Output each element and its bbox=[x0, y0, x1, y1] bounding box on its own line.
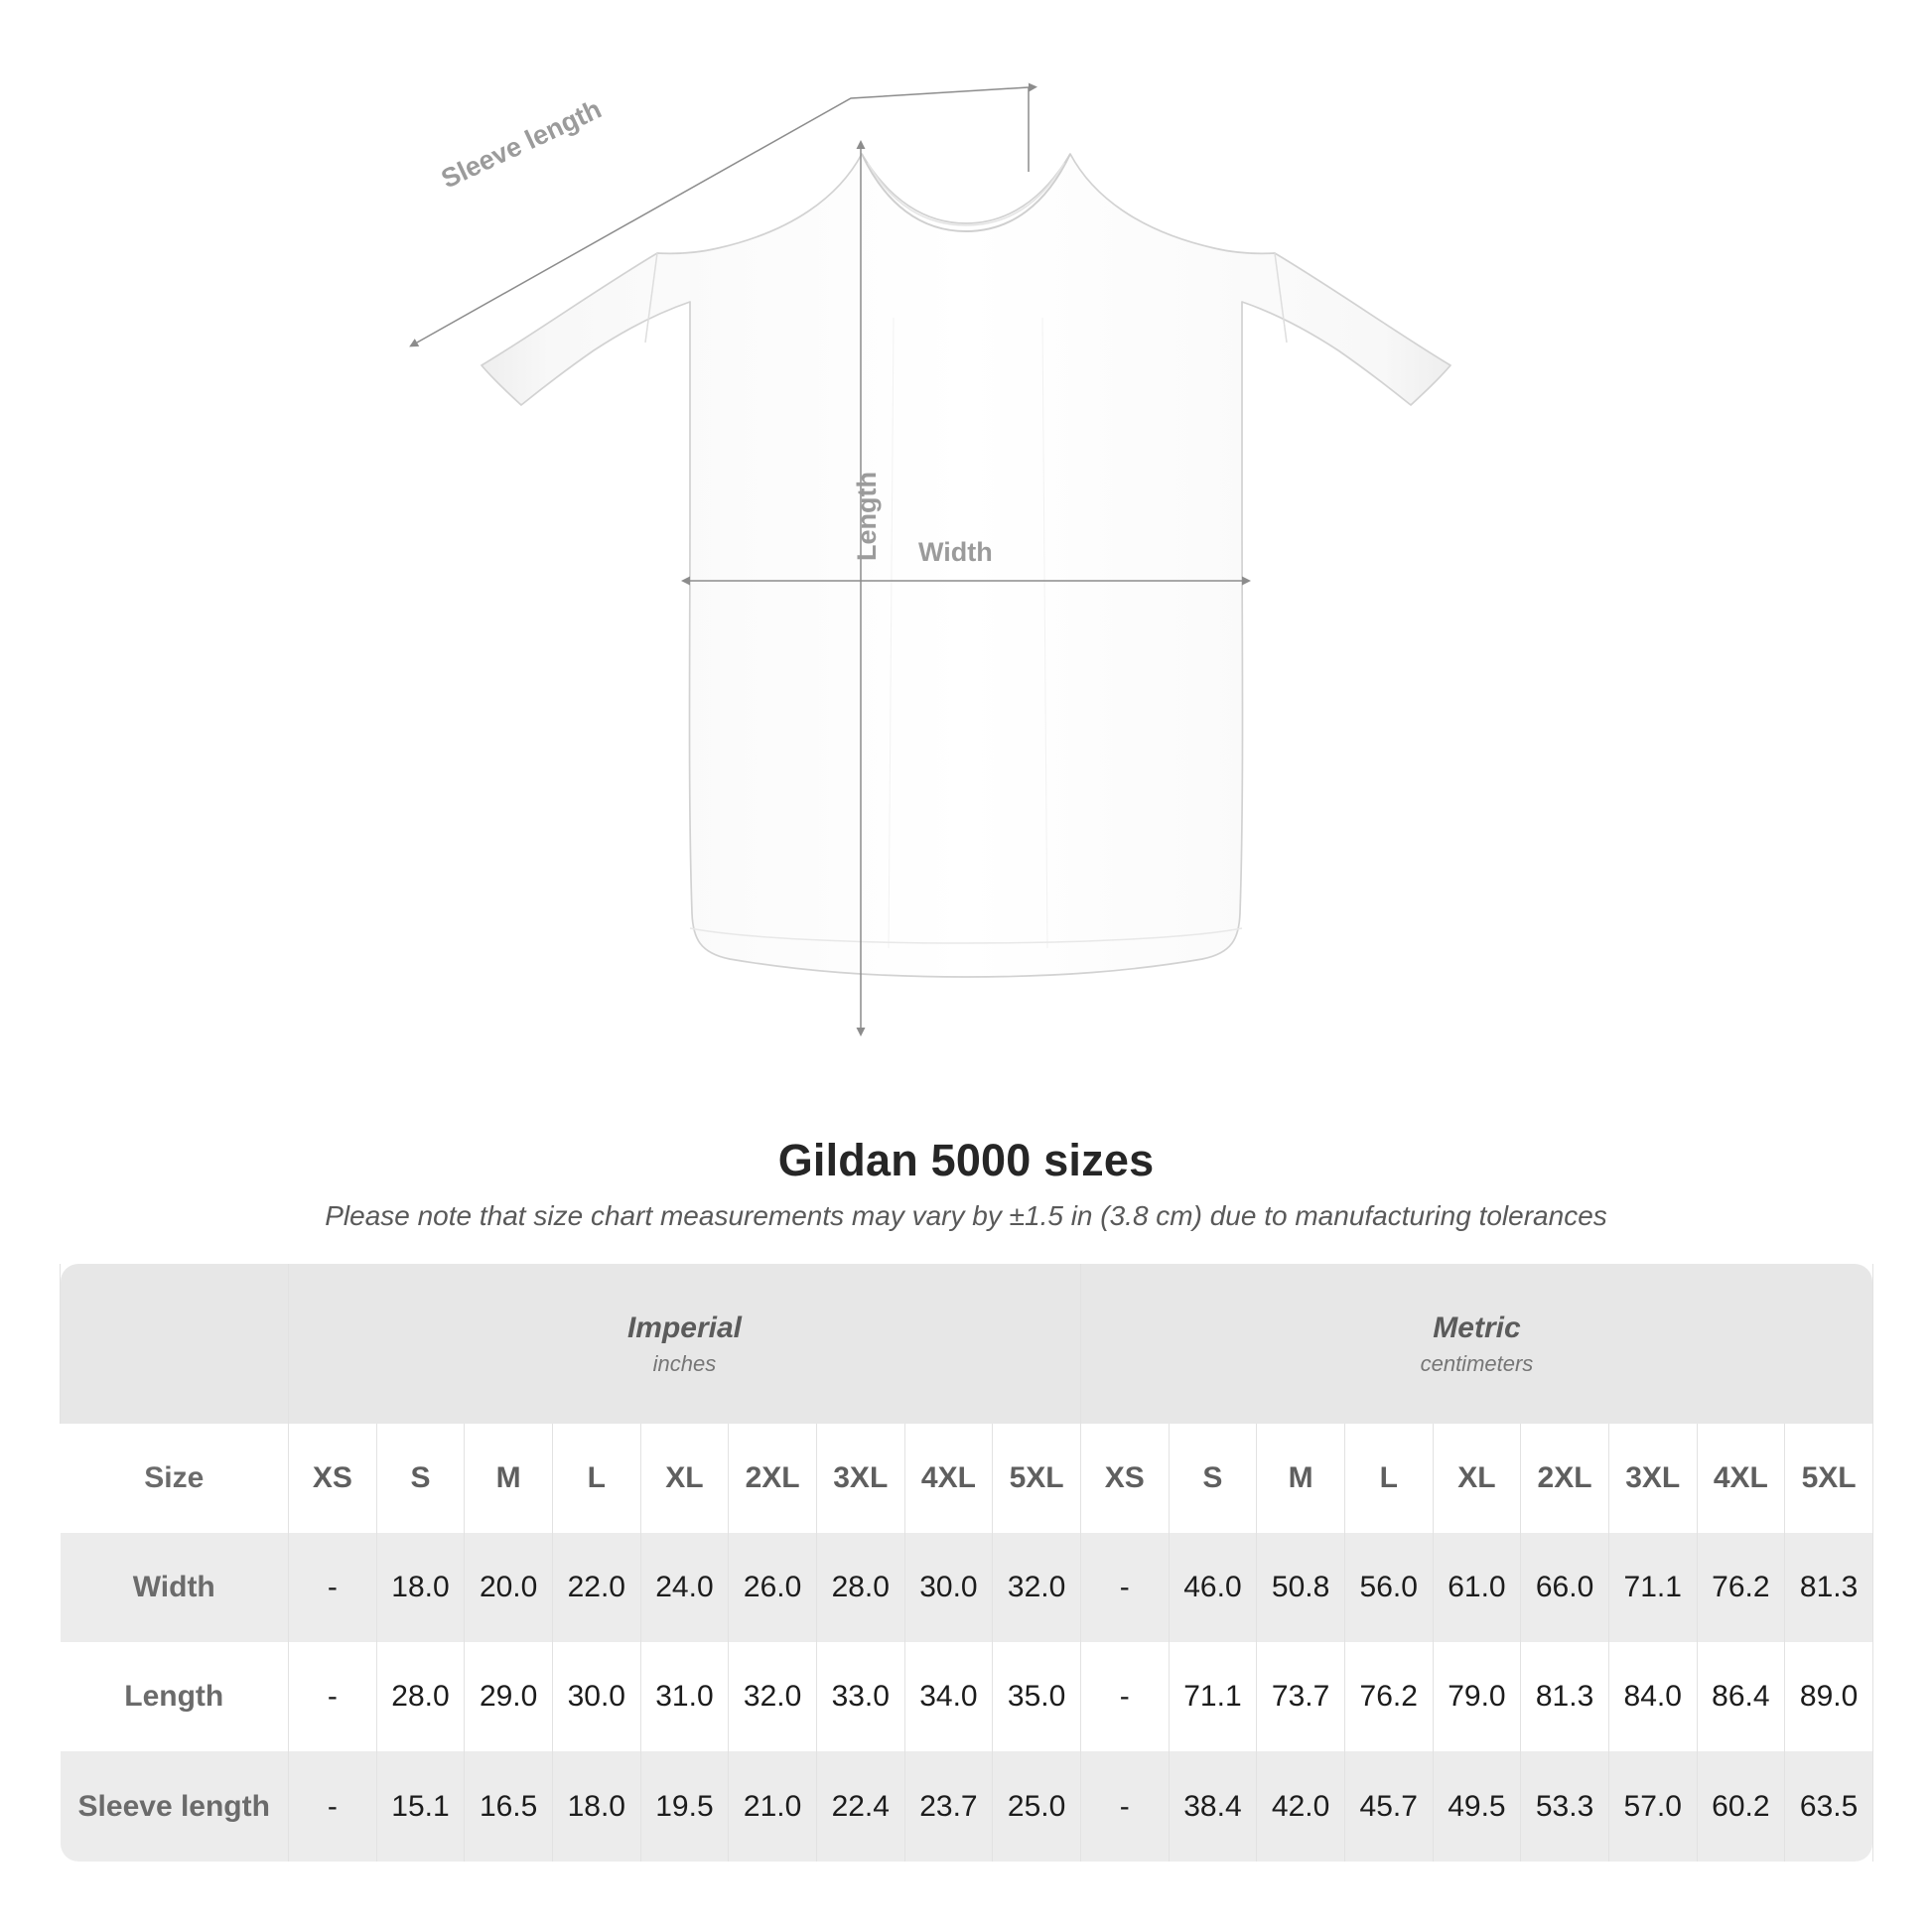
svg-text:Sleeve length: Sleeve length bbox=[437, 94, 606, 195]
svg-text:Length: Length bbox=[852, 472, 882, 561]
svg-text:Width: Width bbox=[918, 537, 993, 567]
